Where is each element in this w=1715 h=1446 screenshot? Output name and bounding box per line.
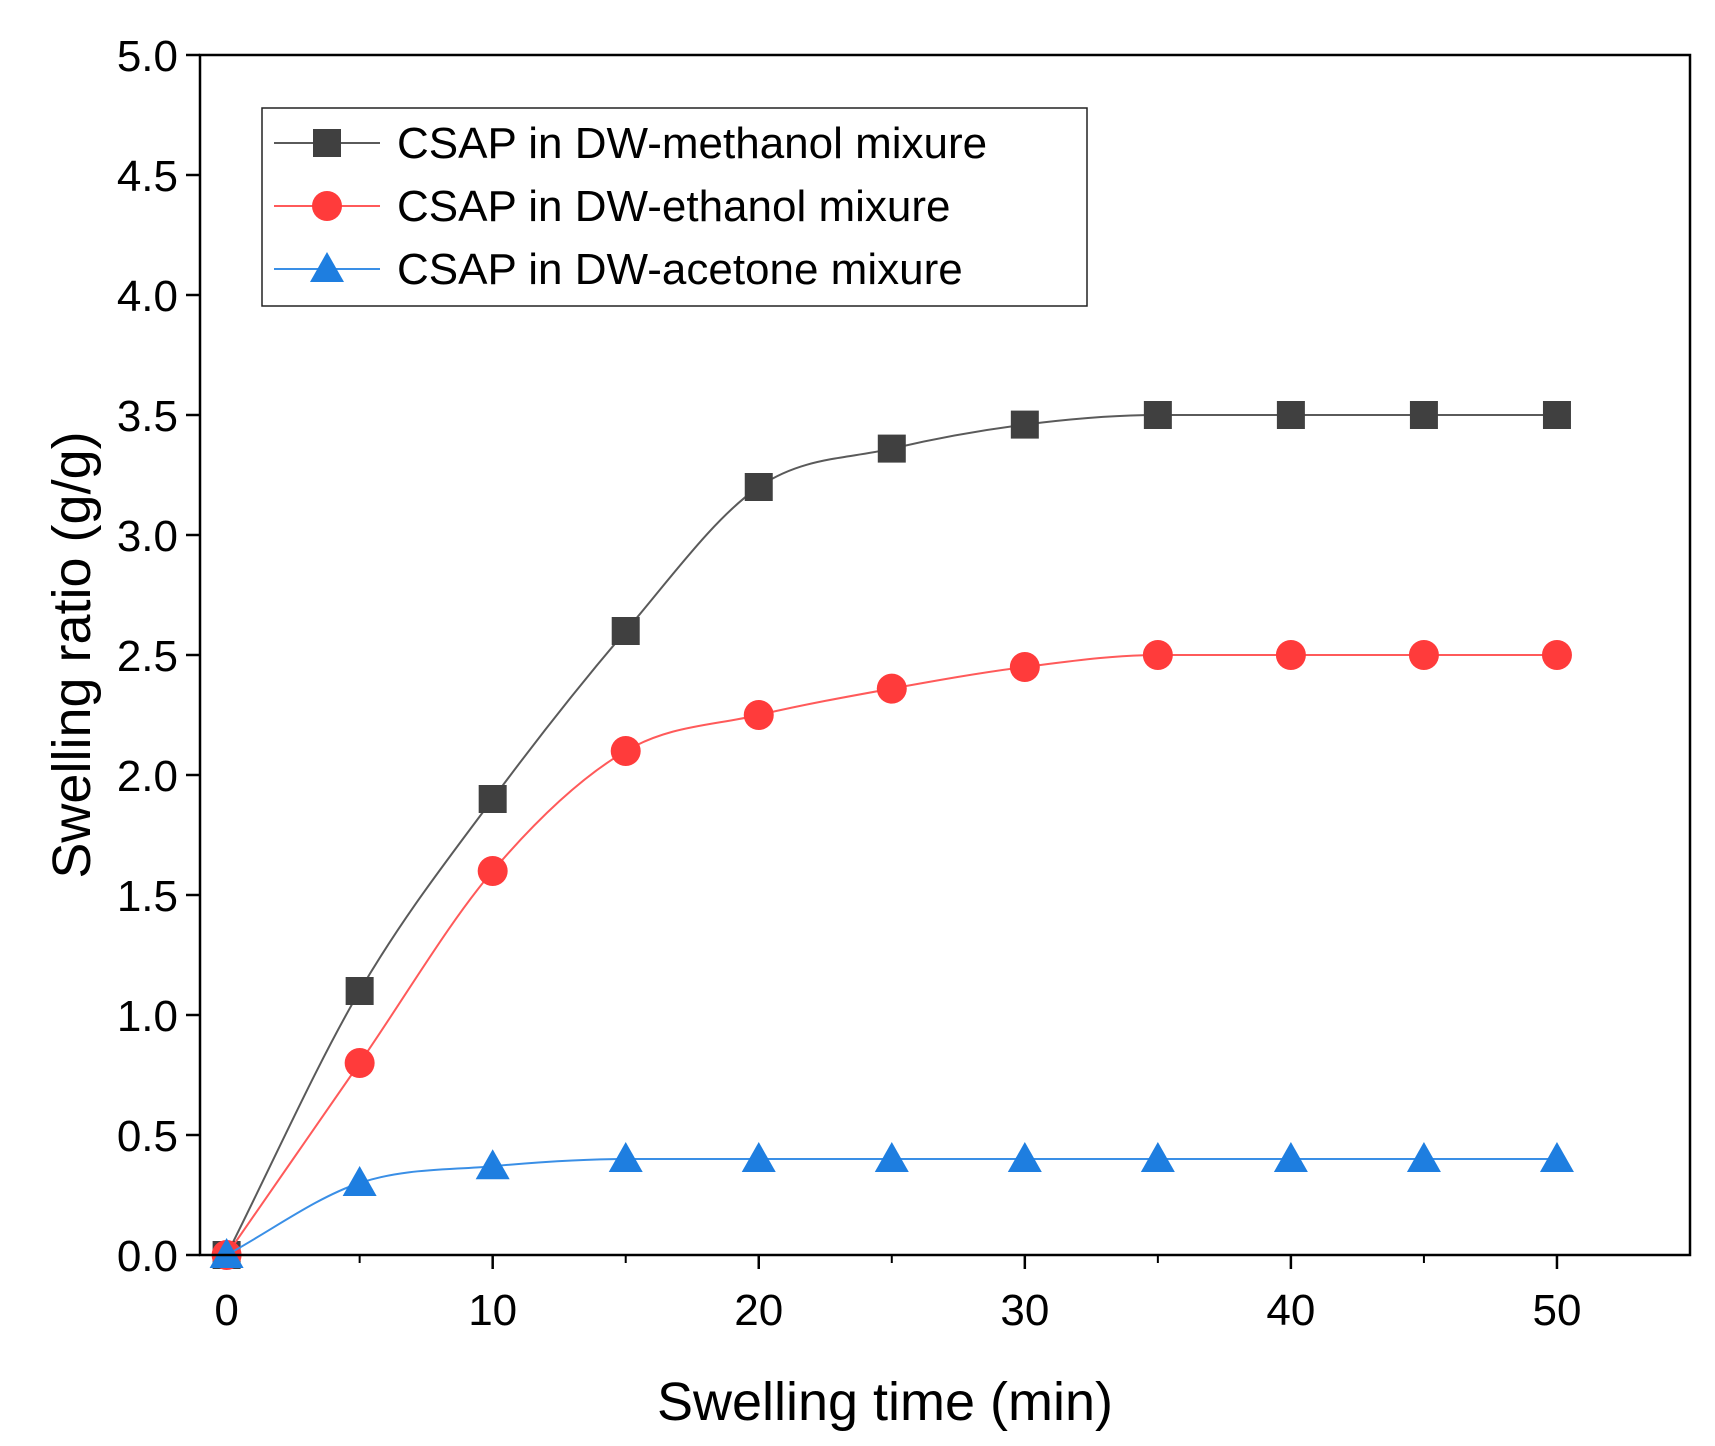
y-tick-label: 4.0 [117,272,178,321]
x-axis-ticks: 0 10 20 30 40 50 [214,1255,1581,1335]
data-point-ethanol [1541,640,1572,670]
series-methanol [212,401,1571,1269]
series-line-acetone [226,1157,1557,1256]
data-point-acetone [342,1166,377,1196]
data-point-methanol [478,785,507,813]
legend-marker-ethanol [312,191,342,221]
data-point-methanol [744,473,773,501]
x-tick-label: 50 [1532,1286,1581,1335]
x-tick-label: 0 [214,1286,238,1335]
x-axis-title: Swelling time (min) [657,1372,1113,1432]
data-point-acetone [741,1142,776,1172]
y-axis-title: Swelling ratio (g/g) [42,431,102,878]
data-point-ethanol [477,856,508,886]
y-tick-label: 1.5 [117,872,178,921]
y-tick-label: 3.0 [117,512,178,561]
data-point-methanol [1010,410,1039,439]
y-tick-label: 0.5 [117,1112,178,1161]
data-point-ethanol [1275,640,1306,670]
data-point-acetone [1273,1142,1308,1172]
data-point-methanol [345,977,374,1005]
x-tick-label: 20 [734,1286,783,1335]
y-tick-label: 2.5 [117,632,178,681]
series-acetone [209,1142,1574,1268]
legend: CSAP in DW-methanol mixure CSAP in DW-et… [261,107,1088,307]
series-ethanol [211,640,1572,1270]
data-point-methanol [1143,401,1172,429]
data-point-ethanol [743,700,774,730]
x-tick-label: 30 [1000,1286,1049,1335]
y-tick-label: 4.5 [117,152,178,201]
data-point-acetone [874,1142,909,1172]
data-point-ethanol [344,1048,375,1078]
data-point-methanol [877,434,906,463]
legend-label-ethanol: CSAP in DW-ethanol mixure [397,182,950,231]
data-point-ethanol [610,736,641,766]
data-point-ethanol [1408,640,1439,670]
data-point-ethanol [1142,640,1173,670]
data-point-methanol [1409,401,1438,429]
data-point-acetone [475,1149,510,1180]
data-point-acetone [1406,1142,1441,1172]
data-point-methanol [611,617,640,645]
y-tick-label: 3.5 [117,392,178,441]
y-tick-label: 0.0 [117,1232,178,1281]
data-point-acetone [1140,1142,1175,1172]
y-tick-label: 1.0 [117,992,178,1041]
series-layer [209,401,1574,1270]
y-tick-label: 5.0 [117,32,178,81]
data-point-methanol [1276,401,1305,429]
x-tick-label: 40 [1266,1286,1315,1335]
legend-label-methanol: CSAP in DW-methanol mixure [397,119,987,168]
y-tick-label: 2.0 [117,752,178,801]
data-point-acetone [1539,1142,1574,1172]
legend-marker-methanol [313,129,341,157]
legend-box [261,107,1088,307]
series-line-methanol [225,413,1557,1256]
series-line-ethanol [225,653,1557,1256]
legend-label-acetone: CSAP in DW-acetone mixure [397,245,963,294]
y-axis-ticks: 0.0 0.5 1.0 1.5 2.0 2.5 3.0 3.5 4.0 4.5 5.0 [117,32,200,1281]
legend-items [274,129,380,282]
legend-marker-acetone [310,252,344,282]
data-point-acetone [1007,1142,1042,1172]
plot-frame [198,53,1692,1257]
data-point-acetone [209,1238,244,1268]
data-point-ethanol [1009,652,1040,682]
x-tick-label: 10 [468,1286,517,1335]
data-point-acetone [608,1142,643,1172]
data-point-ethanol [876,673,907,704]
data-point-methanol [1542,401,1571,429]
